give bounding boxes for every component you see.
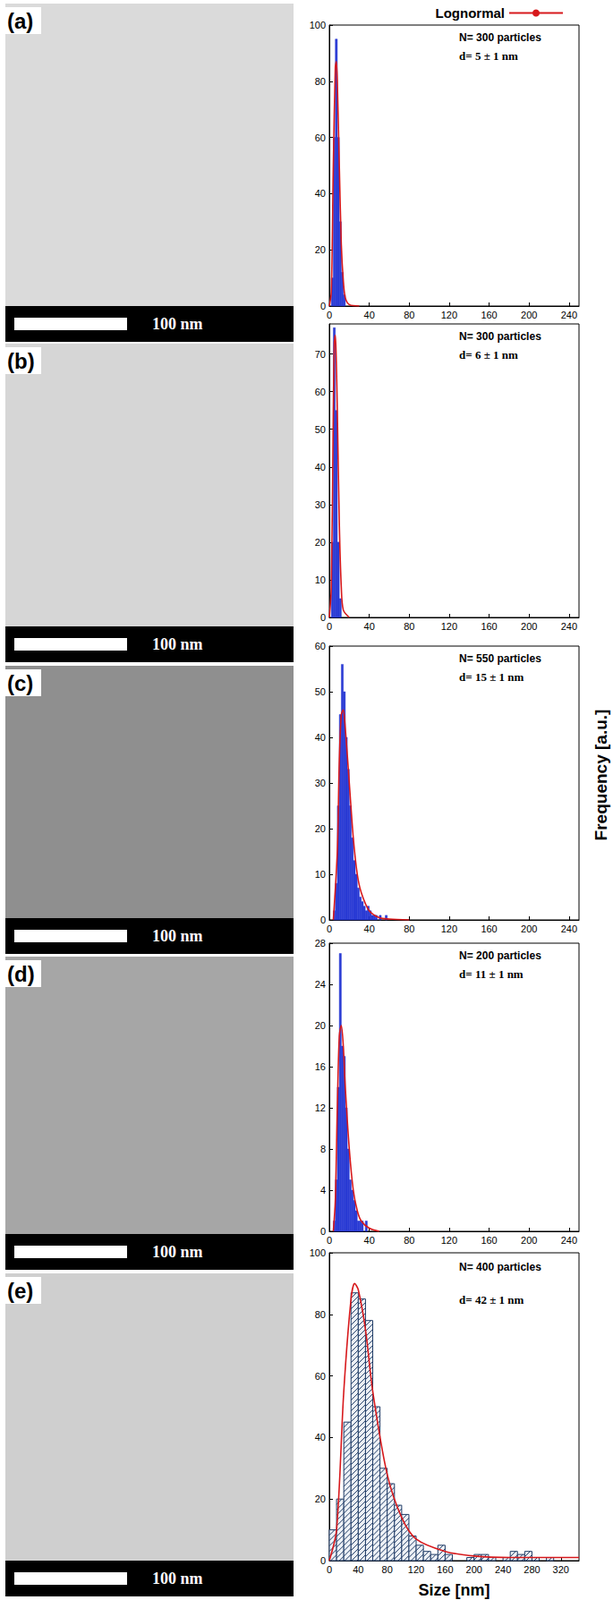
svg-text:0: 0 xyxy=(320,1226,326,1237)
svg-text:0: 0 xyxy=(326,1234,333,1246)
svg-text:100 nm: 100 nm xyxy=(152,1243,204,1261)
svg-text:120: 120 xyxy=(441,621,458,632)
svg-text:80: 80 xyxy=(315,1309,326,1320)
svg-text:N= 550 particles: N= 550 particles xyxy=(459,652,542,665)
svg-text:0: 0 xyxy=(320,300,326,312)
svg-text:16: 16 xyxy=(315,1061,326,1073)
svg-text:0: 0 xyxy=(326,309,333,321)
svg-text:240: 240 xyxy=(561,621,578,632)
svg-text:20: 20 xyxy=(315,1020,326,1031)
svg-text:40: 40 xyxy=(315,461,326,473)
svg-text:100: 100 xyxy=(309,19,326,31)
svg-text:200: 200 xyxy=(520,923,537,935)
svg-text:(d): (d) xyxy=(7,962,35,987)
svg-text:40: 40 xyxy=(364,309,375,321)
svg-text:d= 5 ± 1 nm: d= 5 ± 1 nm xyxy=(459,49,519,63)
svg-text:100: 100 xyxy=(309,1247,326,1259)
svg-text:60: 60 xyxy=(315,132,326,144)
svg-text:20: 20 xyxy=(315,536,326,548)
svg-text:160: 160 xyxy=(480,621,497,632)
svg-text:50: 50 xyxy=(315,424,326,435)
svg-text:100 nm: 100 nm xyxy=(152,927,204,946)
svg-text:(e): (e) xyxy=(7,1278,34,1303)
svg-text:N= 400 particles: N= 400 particles xyxy=(459,1260,542,1274)
svg-text:40: 40 xyxy=(315,187,326,199)
svg-text:40: 40 xyxy=(315,732,326,743)
svg-text:10: 10 xyxy=(315,574,326,586)
svg-text:10: 10 xyxy=(315,868,326,880)
svg-text:40: 40 xyxy=(364,923,375,935)
svg-text:d= 11 ± 1 nm: d= 11 ± 1 nm xyxy=(459,967,524,981)
svg-text:4: 4 xyxy=(320,1184,326,1196)
svg-text:N= 300 particles: N= 300 particles xyxy=(459,330,542,343)
svg-text:(a): (a) xyxy=(7,8,34,34)
svg-text:N= 300 particles: N= 300 particles xyxy=(459,31,542,44)
svg-text:240: 240 xyxy=(561,923,578,935)
svg-text:Size [nm]: Size [nm] xyxy=(417,1581,490,1600)
svg-text:0: 0 xyxy=(326,923,333,935)
svg-text:20: 20 xyxy=(315,244,326,256)
svg-text:80: 80 xyxy=(403,621,415,632)
svg-text:200: 200 xyxy=(520,309,537,321)
svg-text:Lognormal: Lognormal xyxy=(435,5,506,21)
svg-text:80: 80 xyxy=(315,76,326,87)
svg-text:d= 15 ± 1 nm: d= 15 ± 1 nm xyxy=(459,670,525,684)
svg-text:8: 8 xyxy=(320,1143,326,1155)
svg-text:120: 120 xyxy=(441,1234,458,1246)
svg-text:240: 240 xyxy=(494,1564,511,1576)
svg-text:80: 80 xyxy=(403,923,415,935)
svg-text:(b): (b) xyxy=(7,349,35,374)
svg-text:80: 80 xyxy=(403,1234,415,1246)
svg-text:320: 320 xyxy=(553,1564,570,1576)
svg-text:30: 30 xyxy=(315,777,326,789)
svg-text:50: 50 xyxy=(315,686,326,698)
svg-text:20: 20 xyxy=(315,823,326,835)
svg-text:12: 12 xyxy=(315,1102,326,1114)
svg-text:d= 6 ± 1 nm: d= 6 ± 1 nm xyxy=(459,348,519,362)
svg-text:160: 160 xyxy=(436,1564,453,1576)
svg-text:120: 120 xyxy=(441,923,458,935)
svg-text:N= 200 particles: N= 200 particles xyxy=(459,949,542,963)
svg-text:0: 0 xyxy=(320,612,326,623)
svg-text:60: 60 xyxy=(315,640,326,652)
svg-text:200: 200 xyxy=(466,1564,483,1576)
svg-text:Frequency [a.u.]: Frequency [a.u.] xyxy=(591,709,611,842)
svg-text:200: 200 xyxy=(520,621,537,632)
svg-text:100 nm: 100 nm xyxy=(152,1569,204,1588)
svg-text:100 nm: 100 nm xyxy=(152,315,204,333)
svg-text:30: 30 xyxy=(315,499,326,511)
svg-text:0: 0 xyxy=(320,914,326,926)
svg-text:80: 80 xyxy=(403,309,415,321)
svg-text:0: 0 xyxy=(326,1564,333,1576)
svg-text:24: 24 xyxy=(315,979,326,990)
svg-text:70: 70 xyxy=(315,349,326,360)
svg-text:40: 40 xyxy=(352,1564,364,1576)
svg-text:200: 200 xyxy=(520,1234,537,1246)
svg-text:40: 40 xyxy=(364,621,375,632)
svg-text:60: 60 xyxy=(315,386,326,398)
svg-text:60: 60 xyxy=(315,1370,326,1382)
svg-text:120: 120 xyxy=(441,309,458,321)
svg-text:120: 120 xyxy=(408,1564,425,1576)
svg-text:40: 40 xyxy=(364,1234,375,1246)
svg-text:(c): (c) xyxy=(7,671,34,696)
svg-text:100 nm: 100 nm xyxy=(152,635,204,654)
svg-text:0: 0 xyxy=(326,621,333,632)
svg-text:40: 40 xyxy=(315,1431,326,1443)
svg-text:240: 240 xyxy=(561,1234,578,1246)
svg-text:d= 42 ± 1 nm: d= 42 ± 1 nm xyxy=(459,1293,525,1307)
svg-text:240: 240 xyxy=(561,309,578,321)
svg-text:80: 80 xyxy=(382,1564,393,1576)
svg-text:160: 160 xyxy=(480,923,497,935)
svg-text:160: 160 xyxy=(480,1234,497,1246)
svg-text:20: 20 xyxy=(315,1493,326,1505)
svg-text:0: 0 xyxy=(320,1555,326,1567)
svg-text:28: 28 xyxy=(315,937,326,949)
svg-text:160: 160 xyxy=(480,309,497,321)
svg-text:280: 280 xyxy=(523,1564,540,1576)
